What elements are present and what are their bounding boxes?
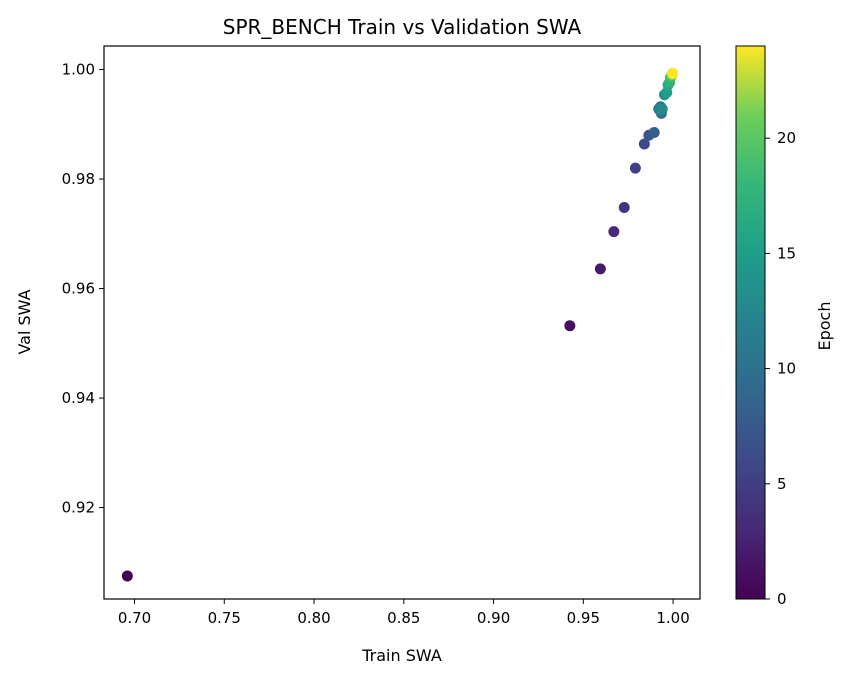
x-axis: 0.70 0.75 0.80 0.85 0.90 0.95 1.00 — [118, 599, 690, 627]
colorbar-tick-label: 5 — [777, 475, 787, 493]
data-points — [121, 67, 679, 582]
x-axis-label: Train SWA — [361, 646, 442, 665]
y-tick-label: 1.00 — [62, 61, 95, 79]
data-point — [618, 202, 630, 214]
x-tick-label: 0.95 — [567, 609, 600, 627]
colorbar-tick-label: 20 — [777, 129, 796, 147]
y-tick-label: 0.96 — [62, 280, 95, 298]
colorbar-tick-label: 15 — [777, 244, 796, 262]
data-point — [594, 263, 606, 275]
data-point — [656, 103, 668, 115]
colorbar-tick-label: 0 — [777, 590, 787, 608]
y-tick-label: 0.98 — [62, 170, 95, 188]
data-point — [564, 320, 576, 332]
data-point — [648, 127, 660, 139]
x-tick-label: 0.80 — [297, 609, 330, 627]
x-tick-label: 0.75 — [208, 609, 241, 627]
y-axis-label: Val SWA — [15, 289, 34, 354]
x-tick-label: 1.00 — [656, 609, 689, 627]
data-point — [629, 162, 641, 174]
data-point — [121, 570, 133, 582]
colorbar-label: Epoch — [815, 302, 834, 351]
colorbar-tick-label: 10 — [777, 360, 796, 378]
y-axis: 0.92 0.94 0.96 0.98 1.00 — [62, 61, 104, 517]
plot-area — [103, 45, 701, 600]
colorbar-axis: 0 5 10 15 20 — [765, 129, 796, 608]
chart-title: SPR_BENCH Train vs Validation SWA — [223, 15, 582, 39]
x-tick-label: 0.70 — [118, 609, 151, 627]
y-tick-label: 0.94 — [62, 389, 95, 407]
data-point — [638, 138, 650, 150]
y-tick-label: 0.92 — [62, 499, 95, 517]
data-point — [667, 67, 679, 79]
x-tick-label: 0.90 — [477, 609, 510, 627]
data-point — [608, 226, 620, 238]
colorbar — [735, 45, 766, 600]
x-tick-label: 0.85 — [387, 609, 420, 627]
